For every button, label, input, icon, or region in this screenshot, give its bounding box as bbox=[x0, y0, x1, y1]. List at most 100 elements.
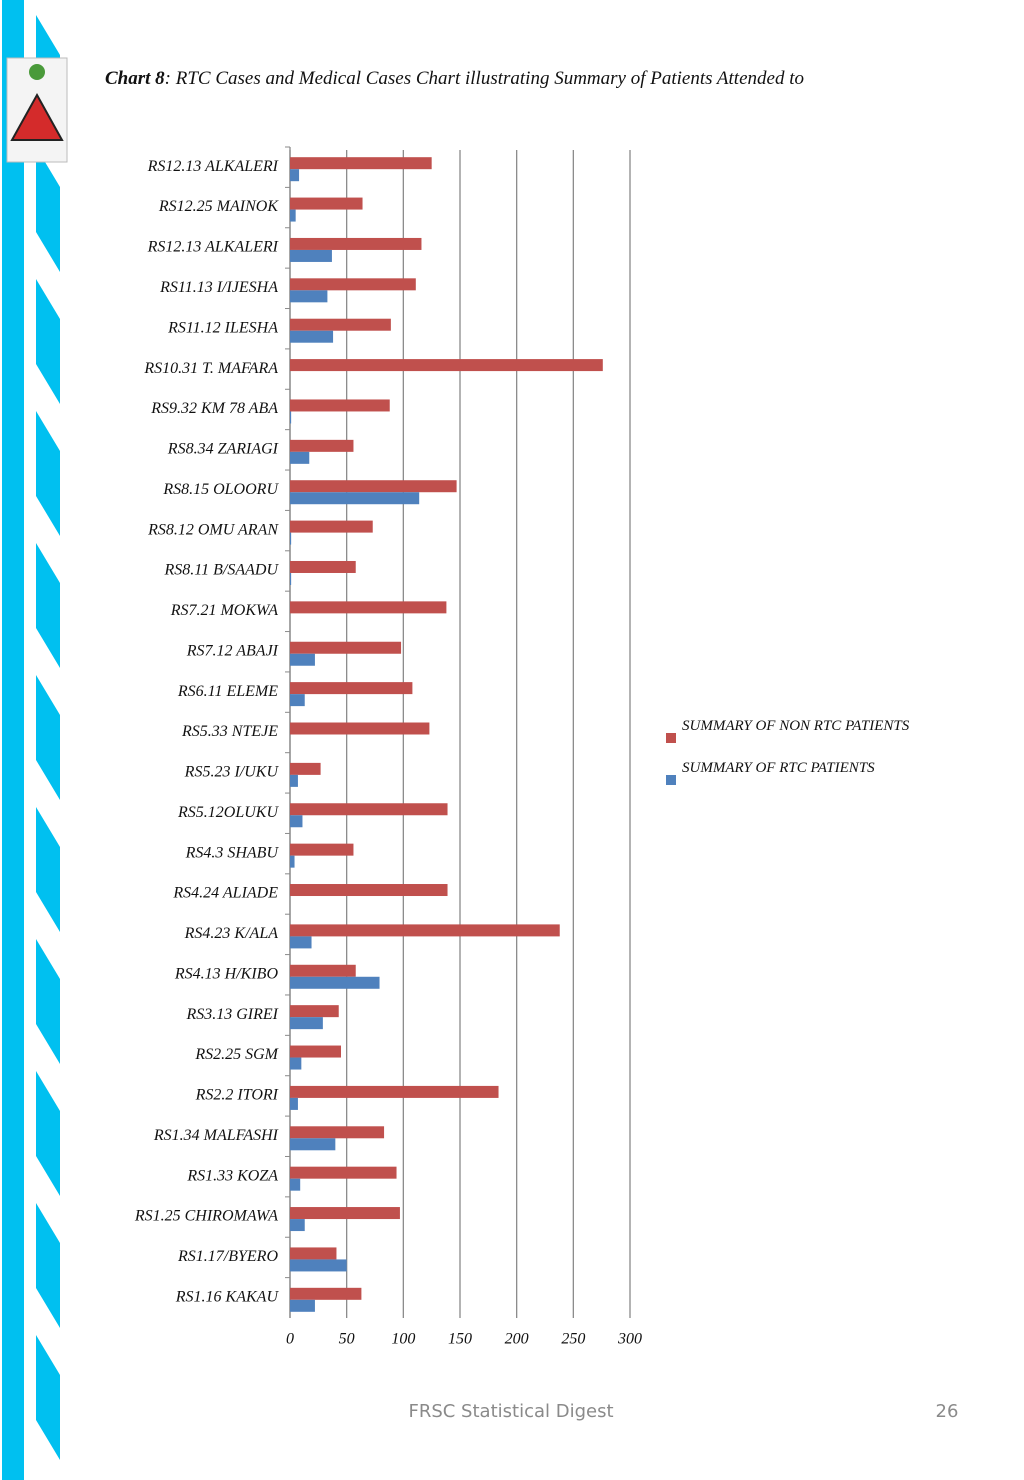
y-tick-label: RS5.12OLUKU bbox=[177, 804, 279, 821]
stripe-segment bbox=[36, 807, 60, 932]
bar bbox=[290, 411, 292, 424]
bar bbox=[290, 1219, 305, 1232]
logo-triangle bbox=[10, 92, 64, 141]
bar bbox=[290, 249, 332, 262]
y-tick-label: RS2.25 SGM bbox=[194, 1046, 279, 1063]
y-tick-label: RS1.25 CHIROMAWA bbox=[134, 1208, 278, 1225]
x-tick-label: 250 bbox=[561, 1331, 585, 1348]
y-tick-label: RS11.13 I/IJESHA bbox=[159, 279, 278, 296]
y-tick-label: RS7.12 ABAJI bbox=[186, 642, 279, 659]
y-tick-label: RS2.2 ITORI bbox=[195, 1087, 279, 1104]
bar bbox=[290, 1017, 323, 1030]
y-tick-label: RS5.33 NTEJE bbox=[181, 723, 278, 740]
x-tick-label: 50 bbox=[339, 1331, 355, 1348]
legend-label: SUMMARY OF RTC PATIENTS bbox=[682, 760, 875, 776]
bar bbox=[290, 1138, 336, 1151]
bar bbox=[290, 359, 603, 372]
x-tick-label: 100 bbox=[391, 1331, 415, 1348]
x-tick-label: 300 bbox=[617, 1331, 642, 1348]
bar bbox=[290, 520, 373, 533]
y-tick-label: RS1.33 KOZA bbox=[186, 1167, 278, 1184]
y-tick-label: RS12.13 ALKALERI bbox=[147, 158, 279, 175]
bar bbox=[290, 936, 312, 949]
stripe-segment bbox=[36, 1203, 60, 1328]
y-tick-label: RS8.15 OLOORU bbox=[162, 481, 279, 498]
bar bbox=[290, 641, 402, 654]
bar bbox=[290, 237, 422, 250]
stripe-segment bbox=[36, 279, 60, 404]
bar bbox=[290, 924, 560, 937]
x-tick-label: 150 bbox=[448, 1331, 472, 1348]
caption-text: : RTC Cases and Medical Cases Chart illu… bbox=[165, 68, 804, 89]
bar bbox=[290, 884, 448, 897]
y-tick-label: RS7.21 MOKWA bbox=[170, 602, 279, 619]
stripe-segment bbox=[36, 147, 60, 272]
bar bbox=[290, 399, 390, 412]
bar bbox=[290, 1299, 315, 1312]
y-tick-label: RS6.11 ELEME bbox=[177, 683, 278, 700]
bar bbox=[290, 169, 300, 182]
bar bbox=[290, 572, 292, 585]
y-tick-label: RS4.3 SHABU bbox=[185, 844, 280, 861]
bar bbox=[290, 1178, 301, 1191]
bar bbox=[290, 1005, 339, 1018]
bar bbox=[290, 1126, 385, 1139]
y-tick-label: RS4.23 K/ALA bbox=[184, 925, 279, 942]
bar bbox=[290, 682, 413, 695]
logo bbox=[6, 57, 68, 163]
bar bbox=[290, 439, 354, 452]
legend-swatch bbox=[666, 775, 676, 785]
bar bbox=[290, 560, 356, 573]
x-tick-label: 0 bbox=[286, 1331, 294, 1348]
bar bbox=[290, 1259, 347, 1272]
bar bbox=[290, 330, 334, 343]
caption: Chart 8: RTC Cases and Medical Cases Cha… bbox=[105, 68, 804, 89]
bar bbox=[290, 815, 303, 828]
stripe-segment bbox=[36, 1071, 60, 1196]
bar bbox=[290, 855, 295, 868]
y-tick-label: RS8.11 B/SAADU bbox=[164, 562, 280, 579]
bar bbox=[290, 774, 298, 787]
page-number: 26 bbox=[936, 1401, 959, 1422]
bar bbox=[290, 1207, 400, 1220]
stripe-segment bbox=[36, 939, 60, 1064]
bar bbox=[290, 1097, 298, 1110]
legend-label: SUMMARY OF NON RTC PATIENTS bbox=[682, 718, 910, 734]
bar bbox=[290, 1166, 397, 1179]
bar bbox=[290, 290, 328, 303]
bar bbox=[290, 318, 391, 331]
y-tick-label: RS1.34 MALFASHI bbox=[153, 1127, 279, 1144]
bar bbox=[290, 694, 305, 707]
bar bbox=[290, 653, 315, 666]
y-tick-label: RS5.23 I/UKU bbox=[184, 764, 280, 781]
footer-title: FRSC Statistical Digest bbox=[408, 1401, 613, 1422]
bar bbox=[290, 197, 363, 210]
y-tick-label: RS12.25 MAINOK bbox=[158, 198, 279, 215]
bar bbox=[290, 157, 432, 170]
bar bbox=[290, 278, 416, 291]
bar bbox=[290, 1247, 337, 1260]
bar bbox=[290, 722, 430, 735]
y-tick-label: RS8.12 OMU ARAN bbox=[147, 521, 279, 538]
bar bbox=[290, 492, 420, 505]
caption-label: Chart 8 bbox=[105, 68, 165, 89]
bar bbox=[290, 976, 380, 989]
stripe-segment bbox=[36, 543, 60, 668]
side-stripes bbox=[2, 0, 60, 1480]
stripe-segment bbox=[36, 411, 60, 536]
bar bbox=[290, 964, 356, 977]
bar bbox=[290, 762, 321, 775]
y-tick-label: RS1.17/BYERO bbox=[177, 1248, 278, 1265]
bar bbox=[290, 480, 457, 493]
y-tick-label: RS8.34 ZARIAGI bbox=[167, 441, 279, 458]
bar bbox=[290, 803, 448, 816]
stripe-segment bbox=[36, 675, 60, 800]
y-tick-label: RS4.24 ALIADE bbox=[172, 885, 278, 902]
bar bbox=[290, 532, 292, 545]
y-tick-label: RS4.13 H/KIBO bbox=[174, 965, 279, 982]
bar bbox=[290, 601, 447, 614]
y-tick-label: RS1.16 KAKAU bbox=[175, 1288, 280, 1305]
bar bbox=[290, 1085, 499, 1098]
